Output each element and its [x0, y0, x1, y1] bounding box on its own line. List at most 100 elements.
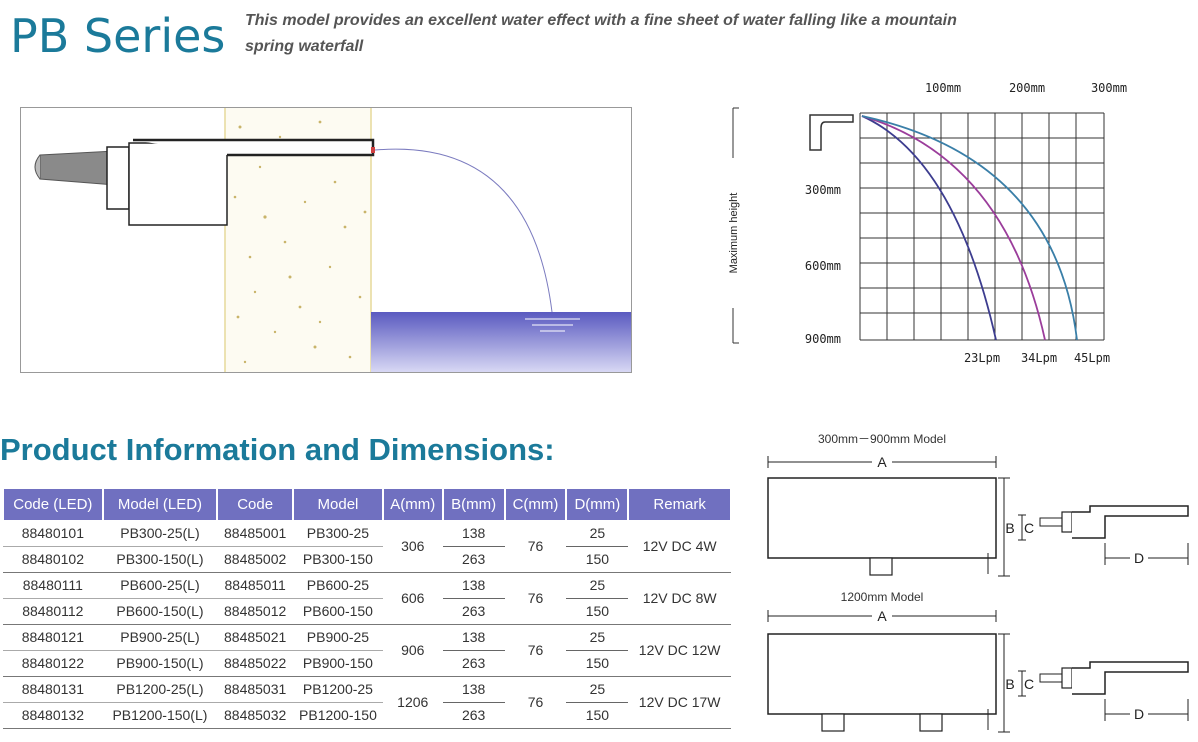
- dimension-drawings: 300mm－900mm Model 1200mm Model A B C D: [767, 432, 1189, 733]
- dim-label-a: A: [877, 454, 887, 470]
- section-title: Product Information and Dimensions:: [0, 432, 555, 467]
- model-led-cell: PB300-150(L): [102, 546, 218, 573]
- remark-cell: 12V DC 8W: [628, 572, 731, 625]
- chart-grid: [859, 112, 1105, 341]
- col-header: Model (LED): [101, 489, 219, 520]
- b-cell: 263: [442, 597, 505, 625]
- code-cell: 88485032: [217, 702, 294, 729]
- table-row: 88480112 PB600-150(L) 88485012 PB600-150…: [3, 597, 731, 625]
- model-cell: PB300-25: [293, 520, 383, 547]
- b-cell: 138: [461, 577, 486, 593]
- code-led-cell: 88480122: [3, 650, 103, 677]
- model-cell: PB900-25: [293, 624, 383, 651]
- model-cell: PB600-25: [293, 572, 383, 599]
- code-led-cell: 88480101: [3, 520, 103, 547]
- a-cell: 906: [382, 624, 443, 677]
- table-row: 88480101 PB300-25(L) 88485001 PB300-25 3…: [3, 520, 731, 573]
- code-cell: 88485031: [217, 676, 294, 703]
- b-cell: 138: [461, 681, 486, 697]
- x-label: 100mm: [925, 81, 961, 95]
- b-cell: 138: [461, 524, 486, 541]
- d-cell: 25: [589, 681, 606, 697]
- pump-body: [128, 142, 228, 226]
- code-led-cell: 88480131: [3, 676, 103, 703]
- model-cell: PB900-150: [293, 650, 383, 677]
- b-cell: 263: [442, 545, 505, 573]
- dim-label-b: B: [1005, 520, 1014, 536]
- col-header: B(mm): [441, 489, 506, 520]
- remark-cell: 12V DC 17W: [628, 676, 731, 729]
- dim-label-a: A: [877, 608, 887, 624]
- water-arc: [374, 148, 553, 313]
- curve-34lpm: [861, 115, 1046, 341]
- model-led-cell: PB600-25(L): [102, 572, 218, 599]
- product-table: Code (LED) Model (LED) Code Model A(mm) …: [2, 489, 732, 729]
- b-cell: 263: [442, 701, 505, 729]
- table-row: 88480121 PB900-25(L) 88485021 PB900-25 9…: [3, 624, 731, 677]
- pipe: [39, 150, 116, 186]
- col-header: Code (LED): [2, 489, 104, 520]
- flow-label: 34Lpm: [1021, 351, 1057, 365]
- x-label: 200mm: [1009, 81, 1045, 95]
- d-cell: 25: [589, 629, 606, 645]
- remark-cell: 12V DC 12W: [628, 624, 731, 677]
- model-cell: PB300-150: [293, 546, 383, 573]
- remark-cell: 12V DC 4W: [628, 520, 731, 573]
- y-label: 300mm: [805, 183, 841, 197]
- page-title: PB Series: [10, 9, 226, 63]
- code-cell: 88485002: [217, 546, 294, 573]
- dim-label-b: B: [1005, 676, 1014, 692]
- col-header: D(mm): [565, 489, 630, 520]
- waterfall-illustration: [20, 107, 632, 373]
- model-cell: PB1200-150: [293, 702, 383, 729]
- code-cell: 88485011: [217, 572, 294, 599]
- d-cell: 150: [566, 545, 629, 573]
- flow-chart: 100mm 200mm 300mm 300mm 600mm 900mm Maxi…: [728, 81, 1127, 365]
- table-row: 88480111 PB600-25(L) 88485011 PB600-25 6…: [3, 572, 731, 625]
- dim-label-d: D: [1134, 550, 1144, 566]
- model-label-top: 300mm－900mm Model: [818, 432, 946, 446]
- d-cell: 25: [589, 577, 606, 593]
- code-cell: 88485022: [217, 650, 294, 677]
- model-led-cell: PB300-25(L): [102, 520, 218, 547]
- x-label: 300mm: [1091, 81, 1127, 95]
- drawing-bottom: [767, 610, 1189, 733]
- y-label: 900mm: [805, 332, 841, 346]
- table-header-row: Code (LED) Model (LED) Code Model A(mm) …: [2, 489, 732, 520]
- code-led-cell: 88480132: [3, 702, 103, 729]
- col-header: C(mm): [503, 489, 568, 520]
- table-row: 88480102 PB300-150(L) 88485002 PB300-150…: [3, 545, 731, 573]
- table-row: 88480131 PB1200-25(L) 88485031 PB1200-25…: [3, 676, 731, 729]
- code-led-cell: 88480112: [3, 598, 103, 625]
- table-row: 88480122 PB900-150(L) 88485022 PB900-150…: [3, 649, 731, 677]
- code-led-cell: 88480111: [3, 572, 103, 599]
- table-row: 88480132 PB1200-150(L) 88485032 PB1200-1…: [3, 701, 731, 729]
- y-axis-title: Maximum height: [728, 193, 740, 274]
- spout-profile-icon: [809, 114, 854, 151]
- dim-label-d: D: [1134, 706, 1144, 722]
- model-led-cell: PB1200-150(L): [102, 702, 218, 729]
- d-cell: 25: [589, 524, 606, 541]
- model-cell: PB600-150: [293, 598, 383, 625]
- drawing-top: [767, 456, 1189, 577]
- model-led-cell: PB1200-25(L): [102, 676, 218, 703]
- wall-texture: [233, 120, 367, 364]
- model-led-cell: PB900-25(L): [102, 624, 218, 651]
- dim-label-c: C: [1024, 676, 1034, 692]
- y-label: 600mm: [805, 259, 841, 273]
- d-cell: 150: [566, 597, 629, 625]
- dim-label-c: C: [1024, 520, 1034, 536]
- code-led-cell: 88480102: [3, 546, 103, 573]
- code-cell: 88485001: [217, 520, 294, 547]
- c-cell: 76: [504, 572, 567, 625]
- c-cell: 76: [504, 676, 567, 729]
- col-header: Remark: [627, 489, 732, 520]
- b-cell: 138: [461, 629, 486, 645]
- series-description: This model provides an excellent water e…: [245, 12, 957, 55]
- b-cell: 263: [442, 649, 505, 677]
- model-cell: PB1200-25: [293, 676, 383, 703]
- model-led-cell: PB600-150(L): [102, 598, 218, 625]
- a-cell: 1206: [382, 676, 443, 729]
- c-cell: 76: [504, 520, 567, 573]
- model-label-bottom: 1200mm Model: [841, 590, 924, 604]
